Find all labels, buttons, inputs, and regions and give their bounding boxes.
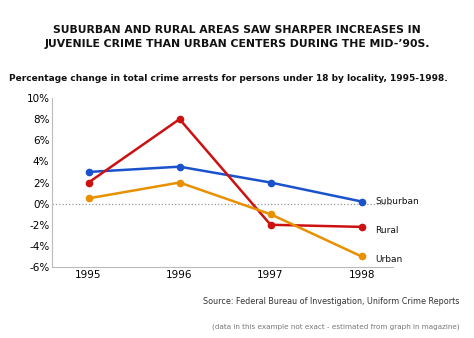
Text: Rural: Rural: [375, 225, 399, 235]
Text: (data in this example not exact - estimated from graph in magazine): (data in this example not exact - estima…: [212, 323, 460, 330]
Text: Urban: Urban: [375, 255, 402, 264]
Text: Suburban: Suburban: [375, 197, 419, 206]
Text: Percentage change in total crime arrests for persons under 18 by locality, 1995-: Percentage change in total crime arrests…: [9, 74, 448, 83]
Text: SUBURBAN AND RURAL AREAS SAW SHARPER INCREASES IN
JUVENILE CRIME THAN URBAN CENT: SUBURBAN AND RURAL AREAS SAW SHARPER INC…: [44, 25, 430, 49]
Text: Source: Federal Bureau of Investigation, Uniform Crime Reports: Source: Federal Bureau of Investigation,…: [203, 297, 460, 306]
